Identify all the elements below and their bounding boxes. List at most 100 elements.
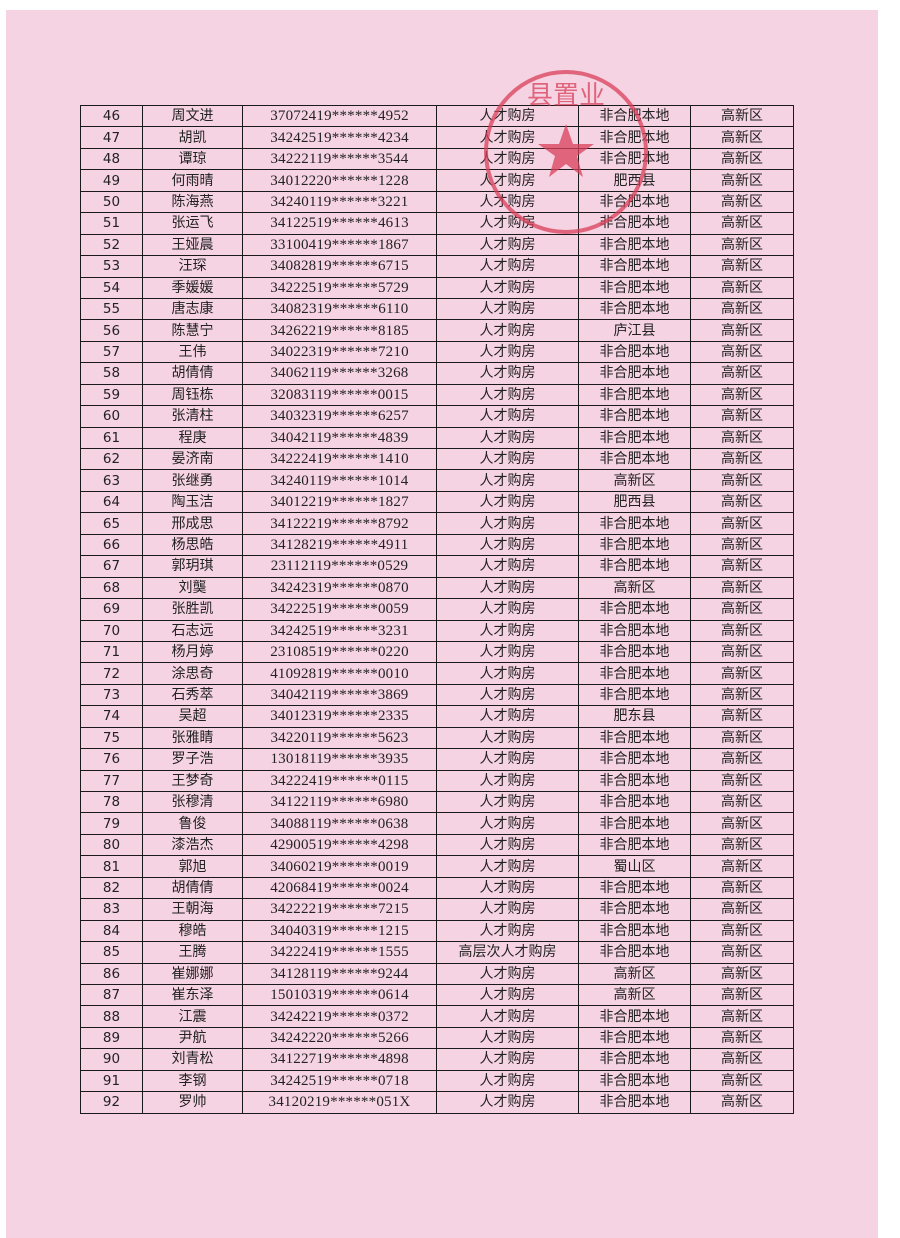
cell-origin: 非合肥本地 [578,619,691,642]
cell-id: 34060219******0019 [242,855,437,878]
cell-id: 42900519******4298 [242,833,437,857]
cell-type: 人才购房 [436,276,579,299]
cell-no: 69 [80,598,143,621]
cell-type: 人才购房 [436,1005,579,1028]
cell-area: 高新区 [690,790,794,814]
cell-origin: 非合肥本地 [578,426,691,450]
table-row: 48 谭琼 34222119******3544 人才购房 非合肥本地 高新区 [80,147,794,171]
cell-area: 高新区 [690,405,794,428]
cell-id: 34088119******0638 [242,812,437,835]
cell-type: 人才购房 [436,876,579,900]
cell-no: 68 [80,576,143,600]
cell-area: 高新区 [690,512,794,535]
cell-no: 62 [80,447,143,471]
cell-origin: 非合肥本地 [578,555,691,578]
cell-area: 高新区 [690,190,794,214]
table-row: 54 季媛媛 34222519******5729 人才购房 非合肥本地 高新区 [80,276,794,299]
cell-id: 34012219******1827 [242,490,437,514]
cell-no: 57 [80,340,143,364]
cell-id: 34122519******4613 [242,212,437,235]
table-row: 74 吴超 34012319******2335 人才购房 肥东县 高新区 [80,705,794,728]
cell-type: 人才购房 [436,919,579,943]
cell-origin: 非合肥本地 [578,255,691,278]
cell-area: 高新区 [690,447,794,471]
cell-no: 63 [80,469,143,492]
cell-area: 高新区 [690,619,794,642]
cell-no: 88 [80,1005,143,1028]
cell-no: 65 [80,512,143,535]
table-row: 89 尹航 34242220******5266 人才购房 非合肥本地 高新区 [80,1026,794,1050]
cell-origin: 非合肥本地 [578,104,691,128]
table-row: 83 王朝海 34222219******7215 人才购房 非合肥本地 高新区 [80,898,794,921]
cell-type: 人才购房 [436,126,579,149]
cell-id: 34242220******5266 [242,1026,437,1050]
cell-id: 34082819******6715 [242,255,437,278]
cell-area: 高新区 [690,276,794,299]
table-row: 49 何雨晴 34012220******1228 人才购房 肥西县 高新区 [80,169,794,192]
cell-type: 人才购房 [436,1048,579,1071]
cell-type: 人才购房 [436,576,579,600]
cell-name: 邢成思 [142,512,243,535]
table-row: 50 陈海燕 34240119******3221 人才购房 非合肥本地 高新区 [80,190,794,214]
table-row: 66 杨思皓 34128219******4911 人才购房 非合肥本地 高新区 [80,533,794,557]
cell-name: 吴超 [142,705,243,728]
cell-type: 人才购房 [436,340,579,364]
cell-name: 穆皓 [142,919,243,943]
cell-area: 高新区 [690,147,794,171]
cell-no: 64 [80,490,143,514]
table-row: 85 王腾 34222419******1555 高层次人才购房 非合肥本地 高新区 [80,941,794,964]
cell-origin: 非合肥本地 [578,276,691,299]
cell-type: 人才购房 [436,426,579,450]
table-row: 86 崔娜娜 34128119******9244 人才购房 高新区 高新区 [80,962,794,985]
cell-name: 杨月婷 [142,640,243,664]
cell-no: 76 [80,748,143,771]
cell-origin: 非合肥本地 [578,147,691,171]
cell-no: 92 [80,1091,143,1114]
cell-type: 人才购房 [436,962,579,985]
table-row: 78 张穆清 34122119******6980 人才购房 非合肥本地 高新区 [80,790,794,814]
table-row: 56 陈慧宁 34262219******8185 人才购房 庐江县 高新区 [80,319,794,342]
cell-area: 高新区 [690,1069,794,1093]
cell-no: 55 [80,297,143,321]
table-row: 75 张雅睛 34220119******5623 人才购房 非合肥本地 高新区 [80,726,794,750]
cell-no: 51 [80,212,143,235]
table-row: 81 郭旭 34060219******0019 人才购房 蜀山区 高新区 [80,855,794,878]
cell-type: 人才购房 [436,619,579,642]
cell-no: 90 [80,1048,143,1071]
cell-type: 人才购房 [436,512,579,535]
table-row: 55 唐志康 34082319******6110 人才购房 非合肥本地 高新区 [80,297,794,321]
cell-id: 34242519******4234 [242,126,437,149]
cell-origin: 非合肥本地 [578,126,691,149]
cell-type: 人才购房 [436,190,579,214]
cell-name: 陈海燕 [142,190,243,214]
cell-id: 34128119******9244 [242,962,437,985]
cell-area: 高新区 [690,233,794,257]
cell-no: 84 [80,919,143,943]
cell-no: 82 [80,876,143,900]
cell-id: 34120219******051X [242,1091,437,1114]
cell-no: 86 [80,962,143,985]
cell-origin: 非合肥本地 [578,512,691,535]
cell-id: 34262219******8185 [242,319,437,342]
cell-type: 高层次人才购房 [436,941,579,964]
table-row: 64 陶玉洁 34012219******1827 人才购房 肥西县 高新区 [80,490,794,514]
cell-no: 83 [80,898,143,921]
table-row: 88 江震 34242219******0372 人才购房 非合肥本地 高新区 [80,1005,794,1028]
cell-name: 尹航 [142,1026,243,1050]
cell-name: 张继勇 [142,469,243,492]
cell-type: 人才购房 [436,212,579,235]
cell-no: 48 [80,147,143,171]
cell-id: 34012319******2335 [242,705,437,728]
cell-type: 人才购房 [436,383,579,407]
cell-origin: 肥东县 [578,705,691,728]
cell-area: 高新区 [690,1026,794,1050]
cell-id: 34222219******7215 [242,898,437,921]
applicant-table: 46 周文进 37072419******4952 人才购房 非合肥本地 高新区 47 胡凯 3… [80,104,794,1114]
table-row: 87 崔东泽 15010319******0614 人才购房 高新区 高新区 [80,983,794,1007]
cell-area: 高新区 [690,769,794,793]
cell-no: 73 [80,683,143,707]
cell-name: 鲁俊 [142,812,243,835]
cell-name: 江震 [142,1005,243,1028]
cell-area: 高新区 [690,383,794,407]
cell-name: 胡倩倩 [142,876,243,900]
